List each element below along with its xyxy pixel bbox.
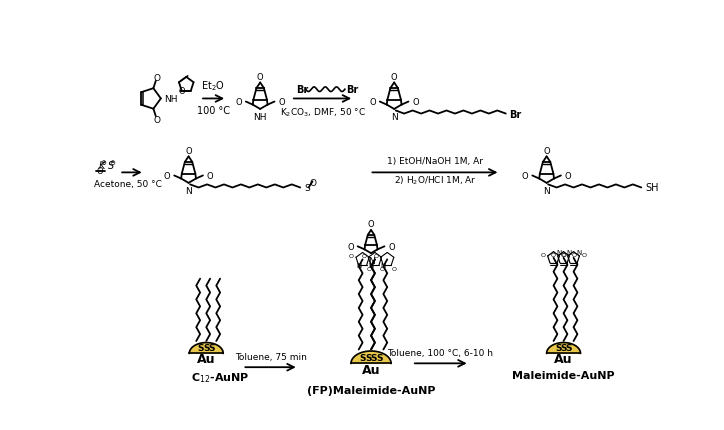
Text: O: O: [541, 252, 546, 258]
Text: O: O: [361, 254, 366, 259]
Text: Et$_2$O: Et$_2$O: [201, 79, 225, 93]
Text: O: O: [367, 267, 372, 272]
Polygon shape: [547, 343, 581, 353]
Text: O: O: [379, 267, 384, 272]
Text: O: O: [565, 172, 571, 181]
Text: N: N: [368, 257, 374, 266]
Text: S: S: [376, 353, 382, 362]
Text: O: O: [185, 147, 192, 156]
Text: Au: Au: [362, 363, 380, 376]
Text: O: O: [310, 179, 317, 188]
Text: ⊖: ⊖: [109, 159, 115, 165]
Text: S: S: [209, 343, 215, 352]
Text: S: S: [365, 353, 371, 362]
Text: O: O: [522, 172, 529, 181]
Text: Au: Au: [197, 353, 216, 366]
Text: O: O: [392, 267, 397, 272]
Text: O: O: [235, 98, 242, 107]
Polygon shape: [351, 351, 391, 363]
Text: O: O: [164, 172, 170, 181]
Text: N: N: [576, 249, 582, 255]
Text: N: N: [356, 262, 361, 268]
Text: N: N: [567, 249, 572, 255]
Text: O: O: [153, 116, 161, 125]
Text: O: O: [581, 252, 586, 258]
Text: N: N: [381, 262, 386, 268]
Text: Br: Br: [345, 85, 358, 95]
Text: N: N: [391, 113, 397, 122]
Text: O: O: [153, 74, 161, 83]
Text: S: S: [198, 343, 204, 352]
Text: O: O: [391, 73, 397, 82]
Text: O: O: [349, 254, 354, 259]
Text: S: S: [360, 353, 366, 362]
Text: K$_2$CO$_3$, DMF, 50 °C: K$_2$CO$_3$, DMF, 50 °C: [280, 106, 366, 119]
Text: N: N: [185, 187, 192, 196]
Text: N: N: [369, 262, 374, 268]
Text: S: S: [565, 343, 572, 352]
Text: O: O: [571, 252, 576, 258]
Text: O: O: [413, 98, 419, 107]
Text: Toluene, 100 °C, 6-10 h: Toluene, 100 °C, 6-10 h: [387, 348, 493, 357]
Text: Br: Br: [509, 109, 521, 119]
Text: N: N: [557, 249, 562, 255]
Text: NH: NH: [253, 113, 267, 122]
Text: O: O: [388, 242, 395, 251]
Text: ⊕: ⊕: [100, 159, 106, 165]
Polygon shape: [190, 343, 223, 353]
Text: S: S: [108, 160, 114, 170]
Text: O: O: [178, 87, 185, 96]
Text: N: N: [543, 187, 550, 196]
Text: S: S: [203, 343, 209, 352]
Text: Acetone, 50 °C: Acetone, 50 °C: [94, 179, 161, 188]
Text: O: O: [257, 73, 264, 82]
Text: 1) EtOH/NaOH 1M, Ar: 1) EtOH/NaOH 1M, Ar: [387, 157, 483, 165]
Text: O: O: [368, 220, 374, 229]
Text: O: O: [374, 254, 379, 259]
Text: Au: Au: [555, 353, 573, 366]
Text: (FP)Maleimide-AuNP: (FP)Maleimide-AuNP: [307, 385, 435, 395]
Text: O: O: [543, 147, 550, 156]
Text: S: S: [304, 184, 310, 193]
Text: O: O: [551, 252, 556, 258]
Text: S: S: [555, 343, 561, 352]
Text: Maleimide-AuNP: Maleimide-AuNP: [513, 370, 615, 381]
Text: O: O: [369, 98, 376, 107]
Text: O: O: [207, 172, 214, 181]
Text: O: O: [561, 252, 566, 258]
Text: NH: NH: [164, 95, 177, 104]
Text: Toluene, 75 min: Toluene, 75 min: [235, 352, 307, 361]
Text: O: O: [561, 252, 566, 258]
Text: K: K: [98, 160, 105, 170]
Text: S: S: [371, 353, 377, 362]
Text: O: O: [278, 98, 285, 107]
Text: S: S: [560, 343, 567, 352]
Text: 100 °C: 100 °C: [197, 105, 230, 115]
Text: Br: Br: [296, 85, 308, 95]
Text: O: O: [97, 167, 104, 176]
Text: 2) H$_2$O/HCl 1M, Ar: 2) H$_2$O/HCl 1M, Ar: [394, 175, 476, 187]
Text: C$_{12}$-AuNP: C$_{12}$-AuNP: [191, 370, 249, 384]
Text: O: O: [348, 242, 354, 251]
Text: SH: SH: [645, 183, 659, 193]
